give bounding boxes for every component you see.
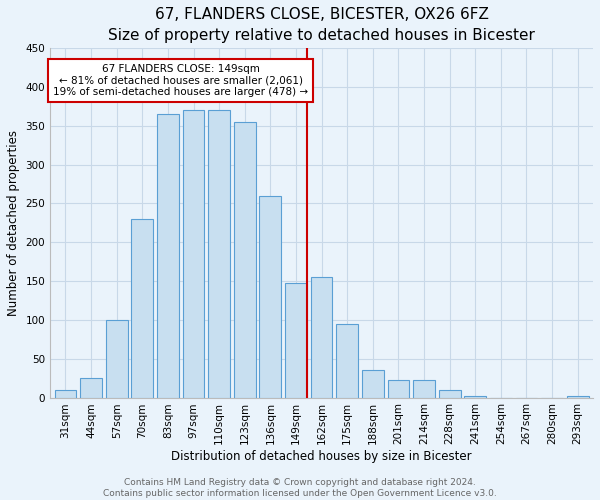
Bar [337,324,358,398]
Bar [285,282,307,398]
Y-axis label: Number of detached properties: Number of detached properties [7,130,20,316]
Title: 67, FLANDERS CLOSE, BICESTER, OX26 6FZ
Size of property relative to detached hou: 67, FLANDERS CLOSE, BICESTER, OX26 6FZ S… [108,7,535,43]
Bar [464,396,486,398]
Bar [182,110,205,398]
Bar [157,114,179,398]
X-axis label: Distribution of detached houses by size in Bicester: Distribution of detached houses by size … [171,450,472,463]
Bar [388,380,409,398]
Bar [208,110,230,398]
Text: 67 FLANDERS CLOSE: 149sqm
← 81% of detached houses are smaller (2,061)
19% of se: 67 FLANDERS CLOSE: 149sqm ← 81% of detac… [53,64,308,97]
Bar [131,219,153,398]
Text: Contains HM Land Registry data © Crown copyright and database right 2024.
Contai: Contains HM Land Registry data © Crown c… [103,478,497,498]
Bar [106,320,128,398]
Bar [80,378,102,398]
Bar [234,122,256,398]
Bar [567,396,589,398]
Bar [439,390,461,398]
Bar [362,370,383,398]
Bar [259,196,281,398]
Bar [413,380,435,398]
Bar [55,390,76,398]
Bar [311,277,332,398]
